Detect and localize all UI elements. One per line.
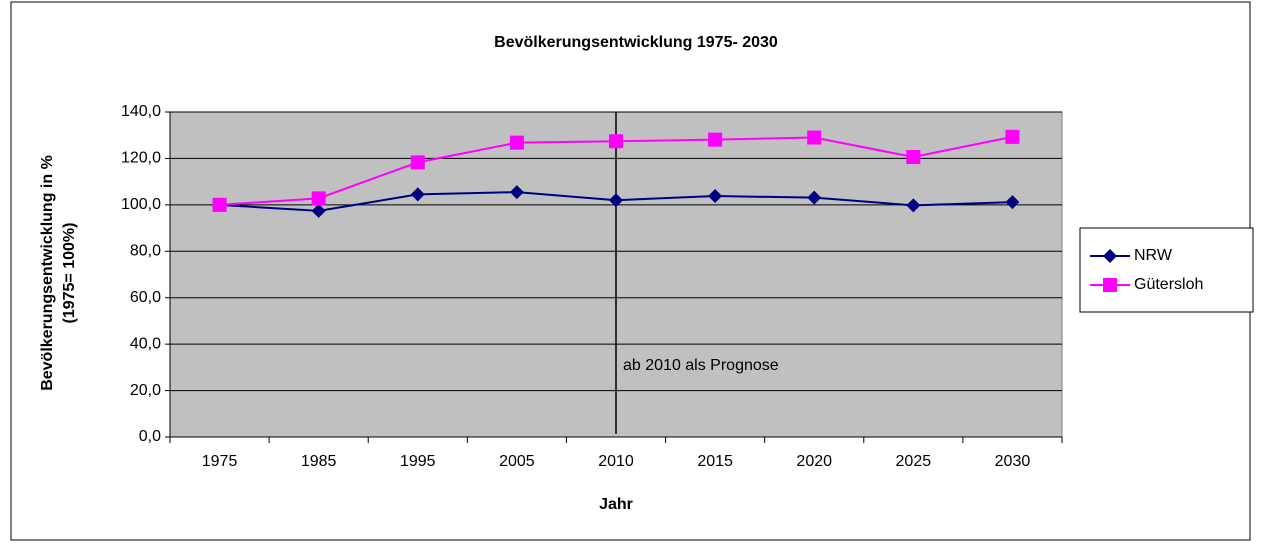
data-point — [807, 190, 822, 205]
y-axis-label-line: (1975= 100%) — [61, 223, 78, 324]
data-point — [509, 185, 524, 200]
data-point — [509, 135, 524, 150]
legend — [1079, 227, 1254, 313]
y-tick-label: 80,0 — [130, 243, 161, 260]
data-point — [212, 197, 227, 212]
x-tick-label: 2010 — [598, 453, 634, 470]
x-tick-label: 1995 — [400, 453, 436, 470]
x-tick-label: 2020 — [796, 453, 832, 470]
data-point — [311, 191, 326, 206]
y-tick-label: 40,0 — [130, 335, 161, 352]
legend-label: Gütersloh — [1134, 276, 1203, 293]
legend-marker — [1103, 249, 1117, 263]
data-point — [807, 130, 822, 145]
y-tick-label: 120,0 — [121, 150, 161, 167]
data-point — [906, 150, 921, 165]
data-point — [609, 193, 623, 208]
y-axis-label: Bevölkerungsentwicklung in % (1975= 100%… — [39, 155, 78, 391]
data-point — [708, 189, 723, 204]
x-tick-label: 2025 — [896, 453, 932, 470]
data-point — [410, 187, 425, 202]
x-tick-label: 2015 — [697, 453, 733, 470]
y-tick-label: 100,0 — [121, 196, 161, 213]
data-point — [708, 132, 723, 147]
data-point — [609, 134, 623, 149]
x-tick-label: 1985 — [301, 453, 337, 470]
y-tick-label: 140,0 — [121, 103, 161, 120]
data-point — [410, 155, 425, 170]
y-tick-label: 60,0 — [130, 289, 161, 306]
data-point — [311, 203, 326, 218]
y-tick-label: 20,0 — [130, 382, 161, 399]
data-point — [906, 198, 921, 213]
x-tick-label: 1975 — [202, 453, 238, 470]
x-axis-label: Jahr — [599, 496, 633, 513]
legend-label: NRW — [1134, 247, 1173, 264]
data-point — [1005, 195, 1020, 210]
y-axis-label-line: Bevölkerungsentwicklung in % — [39, 155, 56, 391]
data-point — [1005, 129, 1020, 144]
x-tick-label: 2030 — [995, 453, 1031, 470]
legend-marker — [1103, 278, 1117, 292]
chart-title: Bevölkerungsentwicklung 1975- 2030 — [494, 34, 778, 51]
annotation: ab 2010 als Prognose — [623, 357, 779, 374]
y-tick-label: 0,0 — [139, 428, 161, 445]
x-tick-label: 2005 — [499, 453, 535, 470]
